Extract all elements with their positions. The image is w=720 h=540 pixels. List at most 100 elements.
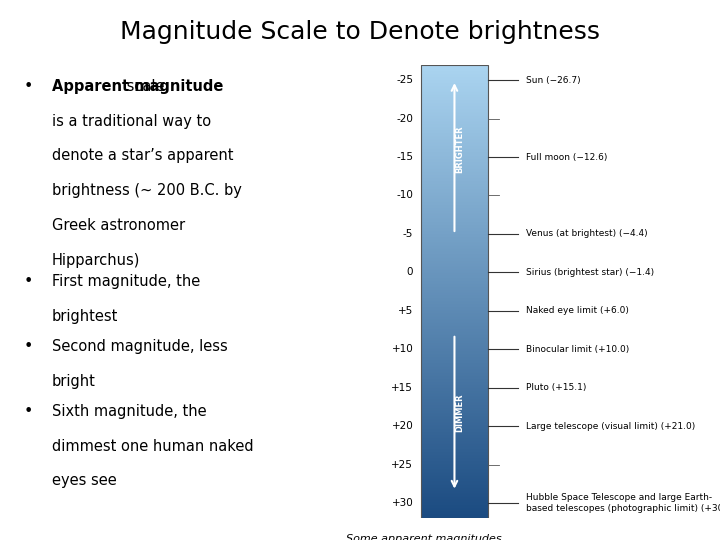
Bar <box>420 461 488 462</box>
Bar <box>420 295 488 296</box>
Bar <box>420 361 488 363</box>
Bar <box>420 349 488 350</box>
Bar <box>420 242 488 243</box>
Bar <box>420 224 488 225</box>
Bar <box>420 171 488 172</box>
Bar <box>420 239 488 240</box>
Bar <box>420 393 488 394</box>
Text: Sixth magnitude, the: Sixth magnitude, the <box>52 404 206 419</box>
Text: brightness (~ 200 B.C. by: brightness (~ 200 B.C. by <box>52 183 241 198</box>
Text: +15: +15 <box>392 383 413 393</box>
Bar <box>420 449 488 450</box>
Bar <box>420 99 488 101</box>
Bar <box>420 311 488 313</box>
Bar <box>420 467 488 469</box>
Bar <box>420 287 488 288</box>
Bar <box>420 271 488 272</box>
Bar <box>420 420 488 422</box>
Bar <box>420 345 488 346</box>
Text: Sun (−26.7): Sun (−26.7) <box>526 76 580 85</box>
Bar <box>420 372 488 373</box>
Bar <box>420 263 488 265</box>
Bar <box>420 107 488 109</box>
Text: Large telescope (visual limit) (+21.0): Large telescope (visual limit) (+21.0) <box>526 422 695 430</box>
Text: -5: -5 <box>403 229 413 239</box>
Bar <box>420 499 488 500</box>
Bar <box>420 369 488 370</box>
Bar <box>420 98 488 99</box>
Bar <box>420 195 488 197</box>
Bar <box>420 201 488 202</box>
Bar <box>420 246 488 248</box>
Bar <box>420 413 488 414</box>
Bar <box>420 423 488 424</box>
Bar <box>420 260 488 261</box>
Bar <box>420 210 488 212</box>
Bar <box>420 401 488 402</box>
Bar <box>420 515 488 517</box>
Bar <box>420 329 488 331</box>
Bar <box>420 163 488 165</box>
Bar <box>420 265 488 266</box>
Bar <box>420 298 488 299</box>
Text: is a traditional way to: is a traditional way to <box>52 113 211 129</box>
Bar <box>420 258 488 260</box>
Bar <box>420 189 488 190</box>
Bar <box>420 71 488 72</box>
Bar <box>420 95 488 97</box>
Bar <box>420 284 488 286</box>
Bar <box>420 240 488 242</box>
Bar <box>420 166 488 167</box>
Bar <box>420 426 488 428</box>
Bar <box>420 363 488 364</box>
Bar <box>420 213 488 214</box>
Bar <box>420 66 488 68</box>
Bar <box>420 248 488 249</box>
Bar <box>420 92 488 93</box>
Bar <box>420 72 488 74</box>
Bar <box>420 375 488 376</box>
Bar <box>420 192 488 193</box>
Bar <box>420 352 488 354</box>
Bar <box>420 214 488 216</box>
Bar <box>420 341 488 343</box>
Text: Full moon (−12.6): Full moon (−12.6) <box>526 153 607 161</box>
Bar <box>420 65 488 518</box>
Bar <box>420 130 488 131</box>
Bar <box>420 399 488 401</box>
Bar <box>420 512 488 514</box>
Bar <box>420 169 488 171</box>
Bar <box>420 156 488 157</box>
Bar <box>420 431 488 432</box>
Bar <box>420 159 488 160</box>
Bar <box>420 225 488 227</box>
Bar <box>420 497 488 499</box>
Text: +20: +20 <box>392 421 413 431</box>
Bar <box>420 174 488 175</box>
Bar <box>420 470 488 471</box>
Bar <box>420 346 488 348</box>
Bar <box>420 204 488 205</box>
Bar <box>420 479 488 481</box>
Bar <box>420 110 488 112</box>
Bar <box>420 140 488 142</box>
Text: +5: +5 <box>398 306 413 316</box>
Bar <box>420 496 488 497</box>
Bar <box>420 318 488 319</box>
Bar <box>420 469 488 470</box>
Text: +10: +10 <box>392 345 413 354</box>
Bar <box>420 290 488 292</box>
Bar <box>420 366 488 367</box>
Bar <box>420 418 488 420</box>
Text: Pluto (+15.1): Pluto (+15.1) <box>526 383 586 392</box>
Bar <box>420 494 488 496</box>
Bar <box>420 408 488 409</box>
Bar <box>420 249 488 251</box>
Bar <box>420 334 488 335</box>
Bar <box>420 464 488 465</box>
Bar <box>420 145 488 146</box>
Bar <box>420 113 488 114</box>
Bar <box>420 305 488 307</box>
Bar <box>420 245 488 246</box>
Bar <box>420 280 488 281</box>
